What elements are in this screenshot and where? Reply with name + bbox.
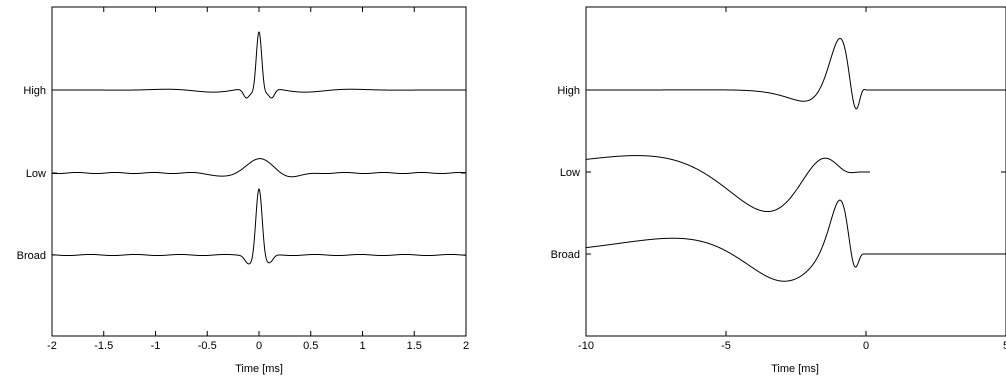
- x-tick-label: 1: [359, 340, 365, 352]
- left-plot-panel: -2 -1.5 -1 -0.5 0 0.5 1 1.5 2 High Low Broad Time …: [17, 6, 469, 375]
- row-label-low: Low: [560, 167, 580, 179]
- left-row-labels: High Low Broad: [17, 85, 466, 262]
- x-tick-label: -10: [578, 340, 594, 352]
- row-label-broad: Broad: [17, 250, 46, 262]
- x-tick-label: 1.5: [407, 340, 422, 352]
- x-tick-label: 2: [463, 340, 469, 352]
- right-x-ticks: -10 -5 0 5: [578, 7, 1006, 352]
- row-label-high: High: [557, 85, 580, 97]
- trace-broad: [585, 199, 1006, 282]
- row-label-low: Low: [26, 168, 46, 180]
- left-x-ticks: -2 -1.5 -1 -0.5 0 0.5 1 1.5 2: [47, 7, 469, 352]
- x-tick-label: 5: [1003, 340, 1006, 352]
- x-tick-label: 0.5: [303, 340, 318, 352]
- trace-high: [585, 37, 1006, 110]
- left-traces: [51, 31, 467, 265]
- x-tick-label: -1.5: [94, 340, 113, 352]
- right-x-axis-label: Time [ms]: [771, 363, 819, 375]
- x-tick-label: -2: [47, 340, 57, 352]
- left-plot-frame: [51, 6, 467, 337]
- trace-low: [585, 155, 871, 213]
- row-label-high: High: [23, 85, 46, 97]
- right-row-labels: High Low Broad: [551, 85, 1006, 261]
- trace-high: [51, 31, 467, 99]
- row-label-broad: Broad: [551, 249, 580, 261]
- x-tick-label: -5: [721, 340, 731, 352]
- x-tick-label: 0: [256, 340, 262, 352]
- x-tick-label: -0.5: [198, 340, 217, 352]
- trace-low: [51, 158, 467, 178]
- trace-broad: [51, 188, 467, 265]
- right-traces: [585, 37, 1006, 282]
- left-x-axis-label: Time [ms]: [235, 363, 283, 375]
- x-tick-label: -1: [151, 340, 161, 352]
- x-tick-label: 0: [863, 340, 869, 352]
- right-plot-panel: -10 -5 0 5 High Low Broad Time [ms]: [551, 6, 1006, 375]
- right-plot-frame: [585, 6, 1006, 337]
